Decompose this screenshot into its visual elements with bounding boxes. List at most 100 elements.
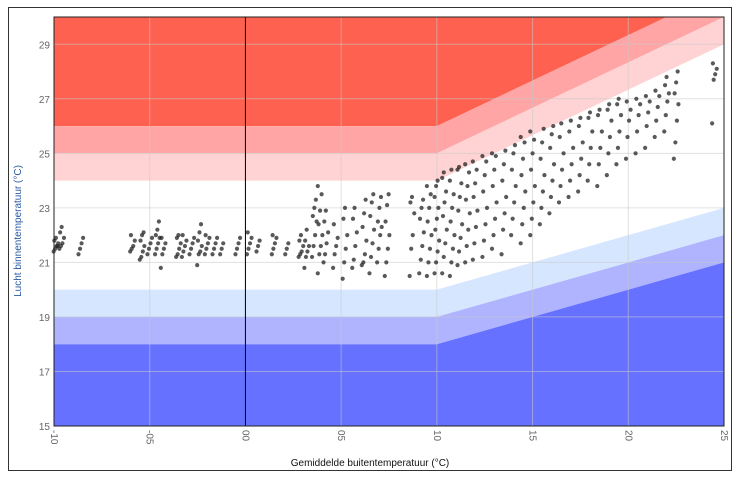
data-point <box>490 183 495 189</box>
data-point <box>234 246 240 251</box>
data-point <box>426 260 431 265</box>
data-point <box>384 260 389 265</box>
data-point <box>420 197 426 202</box>
data-point <box>343 246 348 251</box>
data-point <box>440 175 445 180</box>
data-point <box>521 205 526 210</box>
data-point <box>652 134 657 140</box>
data-point <box>597 107 602 112</box>
data-point <box>371 227 377 232</box>
data-point <box>456 164 462 170</box>
data-point <box>160 252 165 257</box>
data-point <box>509 233 514 238</box>
data-point <box>269 252 274 257</box>
data-point <box>205 241 211 246</box>
data-point <box>371 192 376 197</box>
data-point <box>342 205 348 210</box>
x-tick-label: 20 <box>622 430 633 442</box>
data-point <box>412 211 417 216</box>
data-point <box>378 233 383 238</box>
data-point <box>559 167 565 172</box>
data-point <box>142 243 147 249</box>
data-point <box>647 99 652 104</box>
data-point <box>456 249 462 254</box>
data-point <box>571 145 576 150</box>
data-point <box>204 246 209 251</box>
data-point <box>588 145 593 150</box>
data-point <box>549 132 554 137</box>
data-point <box>272 241 278 246</box>
data-point <box>580 140 585 145</box>
data-point <box>375 260 380 265</box>
data-point <box>305 249 310 254</box>
data-point <box>449 167 454 172</box>
data-point <box>154 246 159 251</box>
data-point <box>568 118 573 123</box>
data-point <box>567 178 573 183</box>
data-point <box>470 159 475 164</box>
data-point <box>77 246 83 251</box>
data-point <box>128 233 134 238</box>
data-point <box>512 200 517 205</box>
data-point <box>367 271 372 276</box>
data-point <box>540 140 545 145</box>
data-point <box>428 192 433 197</box>
data-point <box>156 241 161 246</box>
data-point <box>489 246 495 251</box>
data-point <box>350 216 356 221</box>
data-point <box>528 233 533 238</box>
data-point <box>628 107 633 112</box>
data-point <box>184 238 189 243</box>
data-point <box>456 208 461 213</box>
data-point <box>211 246 217 251</box>
data-point <box>432 271 437 276</box>
data-point <box>587 110 593 115</box>
data-point <box>463 197 469 202</box>
data-point <box>156 219 162 224</box>
data-point <box>192 235 197 240</box>
data-point <box>309 254 315 260</box>
data-point <box>538 156 543 161</box>
data-point <box>512 143 518 148</box>
data-point <box>362 252 367 257</box>
data-point <box>576 189 581 194</box>
data-point <box>713 72 718 77</box>
data-point <box>598 145 603 150</box>
data-point <box>362 211 367 216</box>
data-point <box>578 115 583 120</box>
data-point <box>424 273 430 279</box>
data-point <box>440 213 446 219</box>
data-point <box>474 167 479 172</box>
data-point <box>579 156 584 161</box>
data-point <box>159 235 164 240</box>
data-point <box>145 252 150 257</box>
data-point <box>626 118 632 123</box>
data-point <box>304 227 309 232</box>
data-point <box>161 246 166 251</box>
data-point <box>567 129 572 134</box>
x-axis-title: Gemiddelde buitentemperatuur (°C) <box>291 458 450 469</box>
data-point <box>181 249 186 254</box>
data-point <box>316 222 321 227</box>
data-point <box>418 257 423 262</box>
data-point <box>493 153 498 159</box>
data-point <box>322 219 327 224</box>
data-point <box>609 118 614 123</box>
data-point <box>523 189 528 194</box>
band-lower-1 <box>54 207 724 317</box>
data-point <box>80 235 86 240</box>
data-point <box>466 170 472 175</box>
data-point <box>417 271 422 276</box>
data-point <box>303 254 309 260</box>
data-point <box>475 208 480 213</box>
data-point <box>334 243 339 249</box>
data-point <box>596 162 601 167</box>
data-point <box>551 123 556 129</box>
data-point <box>249 235 254 240</box>
data-point <box>528 167 534 172</box>
data-point <box>646 110 651 115</box>
data-point <box>480 254 485 260</box>
x-tick-label: -05 <box>144 430 155 445</box>
data-point <box>335 235 340 240</box>
data-point <box>60 241 65 246</box>
